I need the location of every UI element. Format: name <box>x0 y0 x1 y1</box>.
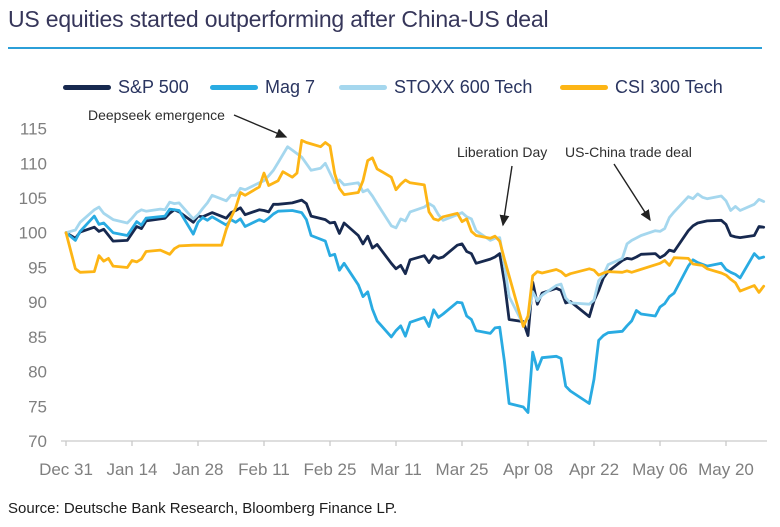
annotation-label: Deepseek emergence <box>88 107 225 123</box>
csi300tech-line-swatch <box>560 84 608 90</box>
x-tick-label: May 06 <box>632 460 688 479</box>
y-tick-label: 90 <box>28 293 47 312</box>
annotation-arrow <box>499 165 513 227</box>
annotation-arrow <box>233 114 288 138</box>
y-tick-label: 95 <box>28 259 47 278</box>
y-tick-label: 110 <box>20 154 47 173</box>
x-tick-label: Mar 25 <box>436 460 489 479</box>
legend-label-mag7: Mag 7 <box>265 76 316 97</box>
stoxx600tech-line-swatch <box>339 84 387 90</box>
x-tick-label: Mar 11 <box>370 460 422 479</box>
page-title: US equities started outperforming after … <box>8 6 549 32</box>
y-tick-label: 75 <box>28 397 47 416</box>
y-tick-label: 100 <box>19 224 47 243</box>
legend-item-sp500: S&P 500 <box>63 76 189 98</box>
x-tick-label: May 20 <box>698 460 754 479</box>
legend-label-csi300tech: CSI 300 Tech <box>615 76 723 97</box>
y-tick-label: 80 <box>28 363 47 382</box>
y-tick-label: 85 <box>28 328 47 347</box>
x-tick-label: Feb 25 <box>304 460 357 479</box>
annotation-label: Liberation Day <box>457 144 547 160</box>
legend-item-csi300tech: CSI 300 Tech <box>560 76 723 98</box>
series-line-mag-7 <box>64 207 766 414</box>
y-tick-label: 115 <box>20 120 47 139</box>
x-tick-label: Apr 22 <box>569 460 619 479</box>
x-tick-label: Dec 31 <box>39 460 93 479</box>
y-tick-label: 105 <box>19 189 47 208</box>
title-underline <box>8 47 762 49</box>
annotation-label: US-China trade deal <box>565 144 692 160</box>
legend-item-stoxx600tech: STOXX 600 Tech <box>339 76 532 98</box>
source-note: Source: Deutsche Bank Research, Bloomber… <box>8 500 398 517</box>
series-line-stoxx-600-tech <box>64 145 766 326</box>
x-tick-label: Jan 14 <box>106 460 157 479</box>
x-tick-label: Jan 28 <box>172 460 223 479</box>
annotation-arrow <box>613 163 651 222</box>
sp500-line-swatch <box>63 84 111 90</box>
legend-label-sp500: S&P 500 <box>118 76 189 97</box>
legend-item-mag7: Mag 7 <box>210 76 315 98</box>
legend-label-stoxx600tech: STOXX 600 Tech <box>394 76 533 97</box>
y-tick-label: 70 <box>28 432 47 451</box>
series-line-csi-300-tech <box>64 138 766 328</box>
x-tick-label: Apr 08 <box>503 460 553 479</box>
mag7-line-swatch <box>210 84 258 90</box>
series-line-s-p-500 <box>64 198 766 337</box>
x-tick-label: Feb 11 <box>238 460 290 479</box>
